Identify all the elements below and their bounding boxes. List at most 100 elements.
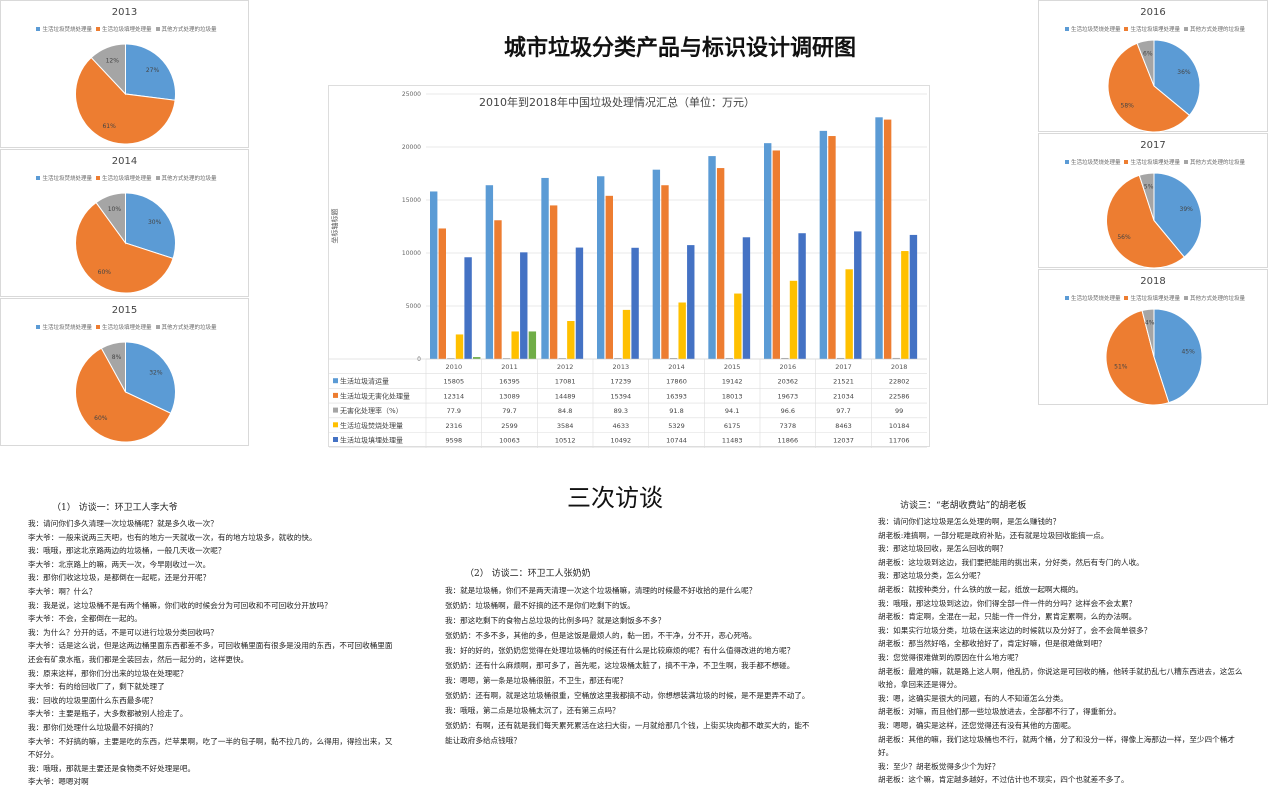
bar: [828, 136, 836, 359]
bar: [901, 251, 909, 359]
series-name: 生活垃圾无害化处理量: [340, 391, 410, 400]
table-cell: 15805: [443, 378, 464, 386]
bar-chart: 0 5000 10000 15000 20000 25000 2010年到2018年中国垃圾…: [329, 91, 927, 448]
y-tick-label: 20000: [402, 144, 421, 151]
dialogue-line: 我：请问你们多久清理一次垃圾桶呢？就是多久收一次？: [28, 519, 218, 528]
bar: [678, 302, 686, 359]
pie-slice: [1106, 174, 1185, 269]
dialogue-line: 我：嗯嗯，确实是这样，还您觉得还有没有其他的方面呢。: [878, 720, 1076, 730]
pie-data-label: 60%: [94, 415, 108, 422]
bar: [781, 357, 789, 359]
dialogue-line: 我：哦哦，那就是主要还是食物类不好处理是吧。: [28, 763, 196, 773]
pie-legend: 生活垃圾焚烧处理量 生活垃圾填埋处理量 其他方式处理的垃圾量: [1039, 25, 1267, 33]
pie-slice: [100, 341, 126, 393]
pie-panel-2015: 2015 生活垃圾焚烧处理量 生活垃圾填埋处理量 其他方式处理的垃圾量 32% 60% 8%: [0, 298, 249, 446]
pie-slice: [125, 192, 176, 260]
dialogue-line: 我：嗯嗯，第一条是垃圾桶很脏，不卫生，那还有呢？: [445, 676, 628, 685]
bar: [494, 220, 502, 359]
dialogue-line: 我：回收的垃圾里面什么东西最多呢？: [28, 695, 158, 705]
table-cell: 22586: [889, 392, 910, 400]
dialogue-line: 胡老板：肯定啊，全混在一起，只能一件一件分，累肯定累啊，么的办法啊。: [878, 612, 1137, 622]
interview-title: 访谈三：“老胡收费站”的胡老板: [900, 501, 1027, 511]
bar: [798, 233, 806, 359]
bar: [605, 195, 613, 359]
bar: [875, 117, 883, 359]
table-cell: 10492: [610, 437, 631, 445]
dialogue-line: 胡老板：就按种类分，什么铁的放一起，纸放一起啊大概的。: [878, 584, 1084, 594]
legend-swatch: [36, 176, 41, 180]
pie-legend: 生活垃圾焚烧处理量 生活垃圾填埋处理量 其他方式处理的垃圾量: [1, 323, 248, 331]
legend-label: 生活垃圾焚烧处理量: [42, 27, 92, 33]
pie-data-label: 5%: [1144, 184, 1154, 191]
y-tick-label: 5000: [406, 303, 421, 310]
section-title: 三次访谈: [567, 484, 663, 512]
table-cell: 8463: [835, 422, 852, 430]
table-cell: 84.8: [558, 407, 572, 415]
bar: [473, 357, 481, 359]
table-cell: 17081: [555, 378, 576, 386]
table-cell: 79.7: [502, 407, 516, 415]
dialogue-line: 胡老板：这个嘛，肯定越多越好，不过估计也不现实，四个也就差不多了。: [878, 775, 1129, 785]
dialogue-line: 李大爷：话是这么说，但是这两边桶里面东西都差不多，可回收桶里面有很多是没用的东西…: [28, 641, 393, 664]
dialogue-line: 李大爷：一般来说两三天吧，也有的地方一天就收一次，有的地方垃圾多，就收的快。: [28, 532, 317, 542]
pie-slice: [1153, 172, 1202, 258]
pie-data-label: 60%: [98, 269, 112, 276]
dialogue-line: 张奶奶：还有什么麻烦啊，那可多了，首先呢，这垃圾桶太脏了，搞不干净，不卫生啊，我…: [445, 661, 795, 670]
dialogue-line: 我：至少？胡老板觉得多少个为好？: [878, 761, 1000, 771]
legend-label: 生活垃圾焚烧处理量: [1070, 296, 1121, 302]
dialogue-line: 我：哦哦，那这北京路两边的垃圾桶，一般几天收一次呢？: [28, 546, 226, 556]
dialogue-line: 李大爷：不好搞的嘛，主要是吃的东西，烂苹果啊，吃了一半的包子啊，黏不拉几的，么得…: [28, 736, 393, 760]
bar: [430, 191, 438, 359]
dialogue-line: 胡老板:难搞啊，一部分呢是政府补贴，还有就是垃圾回收能搞一点。: [878, 530, 1109, 540]
legend-label: 生活垃圾填埋处理量: [101, 176, 152, 182]
bar: [669, 358, 678, 359]
legend-swatch: [155, 325, 160, 329]
dialogue-line: 我：那这吃剩下的食物占总垃圾的比例多吗？就是这剩饭多不多？: [445, 616, 666, 625]
bar: [541, 177, 549, 359]
pie-slice: [1136, 39, 1155, 87]
dialogue-line: 李大爷：北京路上的嘛，两天一次，今早刚收过一次。: [28, 559, 211, 569]
legend-label: 生活垃圾填埋处理量: [1130, 160, 1180, 166]
table-cell: 5329: [668, 422, 685, 430]
table-cell: 94.1: [725, 407, 739, 415]
series-name: 生活垃圾清运量: [340, 377, 389, 386]
bar: [687, 245, 695, 359]
bar: [716, 168, 725, 359]
table-cell: 12314: [443, 392, 464, 400]
legend-swatch: [1124, 27, 1129, 31]
dialogue-line: 我：哦哦，那这垃圾到这边，你们得全部一件一件的分吗？这样会不会太累？: [878, 598, 1137, 608]
pie-title: 2016: [1140, 7, 1166, 18]
bar: [485, 185, 494, 359]
bar: [622, 309, 631, 359]
pie-legend: 生活垃圾焚烧处理量 生活垃圾填埋处理量 其他方式处理的垃圾量: [1, 174, 248, 182]
dialogue-line: 张奶奶：垃圾桶啊，最不好搞的还不是你们吃剩下的饭。: [445, 601, 635, 610]
legend-swatch: [1184, 160, 1188, 164]
table-cell: 16393: [666, 392, 687, 400]
legend-label: 其他方式处理的垃圾量: [1190, 296, 1246, 302]
bar: [708, 156, 716, 359]
bar: [789, 280, 798, 359]
interview-3: 访谈三：“老胡收费站”的胡老板 我：请问你们这垃圾是怎么处理的啊，是怎么赚钱的？ 胡…: [878, 498, 1246, 787]
dialogue-line: 我：哦哦，第二点是垃圾桶太沉了，还有第三点吗？: [445, 706, 620, 715]
table-cell: 12037: [833, 437, 854, 445]
bar: [520, 252, 528, 359]
pie-title: 2013: [111, 7, 138, 18]
dialogue-line: 我：那这垃圾回收，是怎么回收的啊？: [878, 544, 1008, 554]
bar: [892, 357, 900, 359]
series-name: 生活垃圾填埋处理量: [340, 436, 403, 445]
pie-data-label: 61%: [102, 123, 116, 130]
pie-data-label: 36%: [1177, 69, 1191, 76]
bar: [567, 321, 575, 359]
pie-data-label: 10%: [108, 206, 122, 213]
pie-legend: 生活垃圾焚烧处理量 生活垃圾填埋处理量 其他方式处理的垃圾量: [1039, 158, 1267, 166]
pie-data-label: 8%: [112, 354, 122, 361]
interview-title: （1） 访谈一：环卫工人李大爷: [52, 503, 178, 513]
bar: [652, 169, 661, 359]
pie-data-label: 45%: [1181, 349, 1195, 356]
legend-swatch: [1064, 27, 1069, 31]
dialogue-line: 张奶奶：不多不多，其他的多，但是这饭是最烦人的，黏一团，不干净，分不开，恶心死咯…: [445, 631, 757, 640]
legend-label: 其他方式处理的垃圾量: [161, 27, 217, 33]
table-cell: 21521: [833, 378, 854, 386]
bar: [614, 358, 622, 359]
pie-data-label: 32%: [149, 370, 163, 377]
